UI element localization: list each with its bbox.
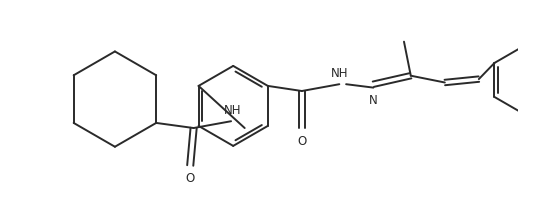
- Text: NH: NH: [224, 103, 241, 116]
- Text: NH: NH: [330, 67, 348, 79]
- Text: O: O: [297, 134, 306, 147]
- Text: O: O: [185, 171, 195, 184]
- Text: N: N: [369, 94, 378, 107]
